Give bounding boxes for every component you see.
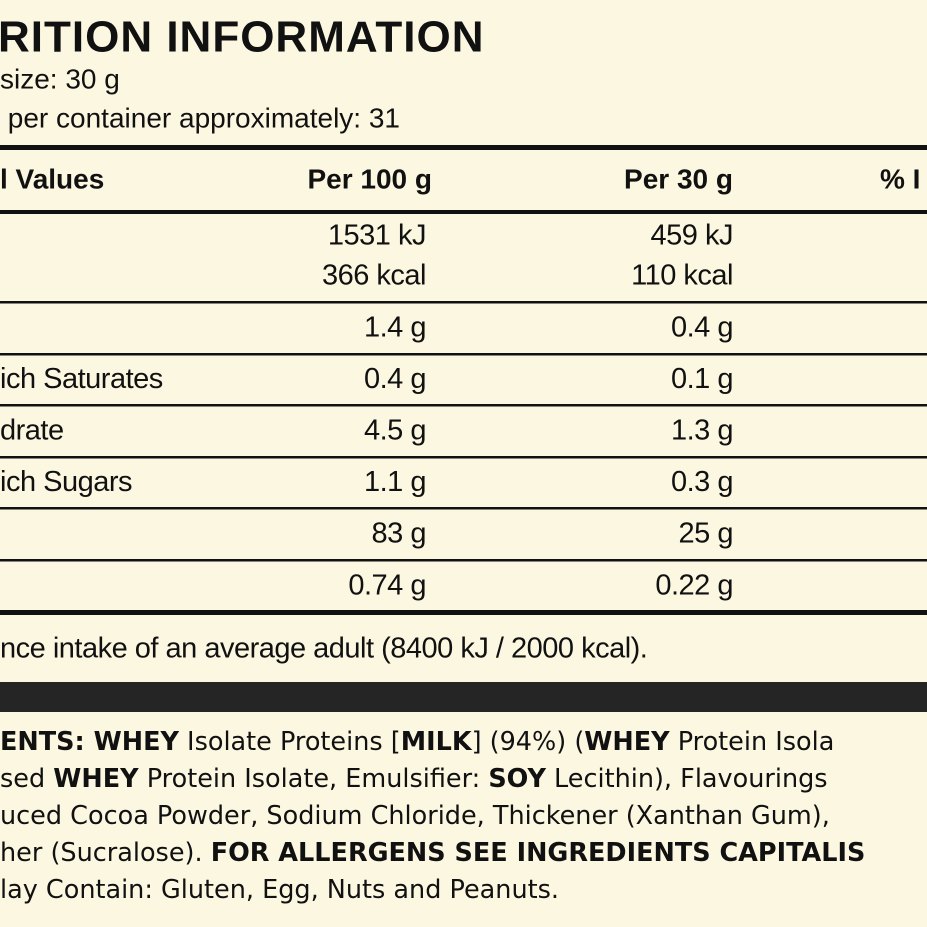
servings-per-container: per container approximately: 31 — [0, 102, 400, 133]
per-100g-value: 0.4 g — [364, 363, 426, 395]
ingredients-segment: Isolate Proteins [ — [179, 727, 401, 757]
ingredients-segment: Lecithin), Flavourings — [546, 764, 828, 794]
ingredients-segment: Protein Isolate, Emulsifier: — [139, 764, 489, 794]
rule — [0, 145, 927, 150]
ingredients-segment: MILK — [401, 727, 473, 757]
ingredients-segment: uced Cocoa Powder, Sodium Chloride, Thic… — [0, 801, 830, 831]
ingredients-segment: FOR ALLERGENS SEE INGREDIENTS CAPITALIS — [211, 838, 866, 868]
nutrient-label: drate — [0, 415, 64, 447]
ingredients-segment: Protein Isola — [670, 727, 835, 757]
per-30g-value: 459 kJ — [651, 220, 733, 252]
ingredients-segment: WHEY — [53, 764, 139, 794]
rule — [0, 610, 927, 615]
column-header: Per 30 g — [624, 163, 733, 194]
per-100g-value: 1.1 g — [364, 466, 426, 498]
row-rule — [0, 301, 927, 304]
divider-band — [0, 682, 927, 712]
ingredients-line: uced Cocoa Powder, Sodium Chloride, Thic… — [0, 801, 830, 831]
table-rows: 1531 kJ 366 kcal 459 kJ 110 kcal 1.4 g 0.4 g i… — [0, 220, 927, 602]
nutrient-label: ich Saturates — [0, 363, 163, 395]
per-100g-value: 1.4 g — [364, 312, 426, 344]
per-100g-value: 366 kcal — [322, 260, 426, 292]
ingredients-segment: WHEY — [584, 727, 670, 757]
row-rule — [0, 404, 927, 407]
per-30g-value: 110 kcal — [631, 260, 733, 292]
title: RITION INFORMATION — [0, 13, 484, 62]
row-rule — [0, 353, 927, 356]
per-30g-value: 0.4 g — [671, 312, 733, 344]
ingredients-line: sed WHEY Protein Isolate, Emulsifier: SO… — [0, 764, 828, 794]
per-30g-value: 25 g — [679, 518, 733, 550]
per-30g-value: 0.1 g — [671, 363, 733, 395]
column-header: l Values — [0, 163, 104, 194]
ingredients-segment: lay Contain: Gluten, Egg, Nuts and Peanu… — [0, 875, 559, 905]
ingredients-segment: ENTS: WHEY — [0, 727, 179, 757]
footnote: nce intake of an average adult (8400 kJ … — [0, 633, 647, 665]
serving-size: size: 30 g — [0, 63, 120, 94]
per-30g-value: 1.3 g — [671, 415, 733, 447]
ingredients-segment: SOY — [488, 764, 546, 794]
ingredients-segment: sed — [0, 764, 53, 794]
per-100g-value: 83 g — [372, 518, 426, 550]
column-header: % I — [880, 163, 920, 194]
rule — [0, 210, 927, 214]
nutrient-label: ich Sugars — [0, 466, 132, 498]
row-rule — [0, 456, 927, 459]
ingredients: ENTS: WHEY Isolate Proteins [MILK] (94%)… — [0, 727, 865, 905]
per-100g-value: 0.74 g — [348, 570, 426, 602]
ingredients-line: lay Contain: Gluten, Egg, Nuts and Peanu… — [0, 875, 559, 905]
row-rule — [0, 559, 927, 562]
per-100g-value: 1531 kJ — [328, 220, 426, 252]
ingredients-segment: ] (94%) ( — [472, 727, 585, 757]
ingredients-line: her (Sucralose). FOR ALLERGENS SEE INGRE… — [0, 838, 865, 868]
per-100g-value: 4.5 g — [364, 415, 426, 447]
row-rule — [0, 507, 927, 510]
column-header: Per 100 g — [307, 163, 432, 194]
per-30g-value: 0.22 g — [655, 570, 733, 602]
ingredients-line: ENTS: WHEY Isolate Proteins [MILK] (94%)… — [0, 727, 834, 757]
per-30g-value: 0.3 g — [671, 466, 733, 498]
ingredients-segment: her (Sucralose). — [0, 838, 211, 868]
